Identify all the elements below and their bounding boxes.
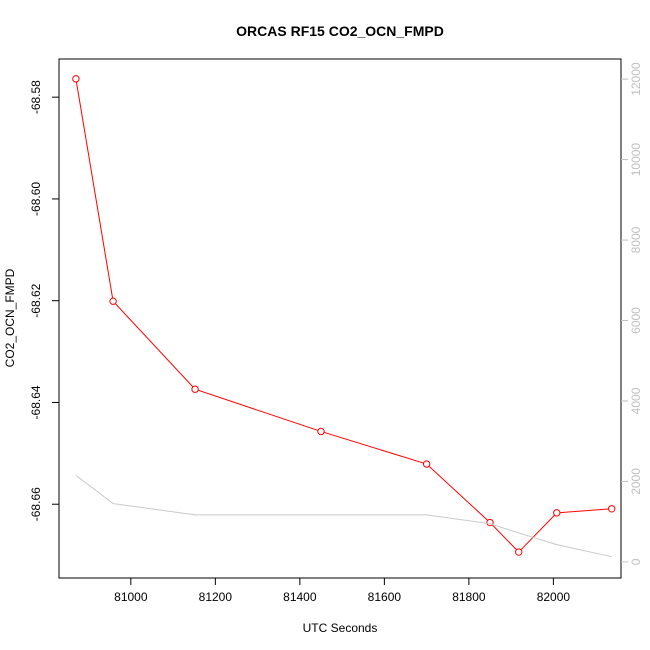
y2-tick-label: 6000 (629, 307, 643, 334)
x-tick-label: 81400 (283, 590, 317, 604)
x-tick-label: 82000 (537, 590, 571, 604)
x-tick-label: 81800 (452, 590, 486, 604)
y2-tick-label: 2000 (629, 468, 643, 495)
series-1-line (75, 475, 612, 558)
y2-tick-label: 0 (629, 558, 643, 565)
y2-tick-label: 4000 (629, 387, 643, 414)
x-tick-label: 81600 (368, 590, 402, 604)
series-0-point (553, 509, 561, 517)
x-axis-label: UTC Seconds (303, 621, 378, 635)
series-0-point (608, 505, 616, 513)
x-axis: 81000 81200 81400 81600 81800 82000 (114, 578, 570, 604)
y-tick-label: -68.60 (29, 182, 43, 216)
plot-frame (58, 58, 622, 579)
x-tick-label: 81000 (114, 590, 148, 604)
series-layer (72, 75, 616, 558)
series-0-point (422, 460, 431, 468)
y-axis-label: CO2_OCN_FMPD (3, 268, 17, 367)
series-0-point (191, 385, 199, 393)
series-0-point (515, 548, 523, 556)
y-tick-label: -68.58 (29, 80, 43, 114)
y-tick-label: -68.66 (29, 487, 43, 521)
y2-tick-label: 8000 (629, 226, 643, 253)
y2-tick-label: 10000 (629, 143, 643, 177)
x-tick-label: 81200 (199, 590, 233, 604)
y-tick-label: -68.62 (29, 283, 43, 317)
series-0-point (109, 297, 117, 305)
series-0-point (317, 427, 325, 436)
y-axis-left: -68.58 -68.60 -68.62 -68.64 -68.66 (29, 80, 59, 521)
chart-title: ORCAS RF15 CO2_OCN_FMPD (236, 23, 444, 39)
y2-tick-label: 12000 (629, 62, 643, 96)
y-tick-label: -68.64 (29, 385, 43, 419)
series-0-point (72, 75, 80, 83)
y-axis-right: 0 2000 4000 6000 8000 10000 12000 (621, 62, 643, 565)
